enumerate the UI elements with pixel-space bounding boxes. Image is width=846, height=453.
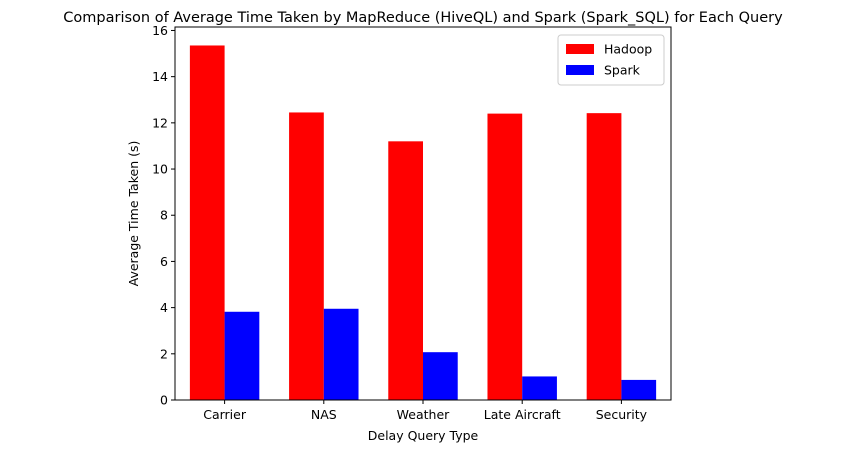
x-tick-label: Security bbox=[596, 407, 648, 422]
bar-spark-late-aircraft bbox=[522, 376, 557, 400]
bar-hadoop-carrier bbox=[189, 45, 225, 401]
y-tick-label: 2 bbox=[160, 346, 168, 361]
x-axis: Carrier NAS Weather Late Aircraft Security bbox=[203, 400, 648, 422]
x-tick-label: Weather bbox=[397, 407, 450, 422]
x-axis-label: Delay Query Type bbox=[368, 428, 479, 443]
x-tick-label: Late Aircraft bbox=[484, 407, 561, 422]
y-tick-label: 0 bbox=[160, 393, 168, 408]
y-tick-label: 4 bbox=[160, 300, 168, 315]
y-tick-label: 8 bbox=[160, 208, 168, 223]
y-axis-label: Average Time Taken (s) bbox=[126, 141, 141, 287]
legend-label-spark: Spark bbox=[604, 63, 641, 78]
bar-spark-weather bbox=[423, 352, 458, 400]
y-tick-label: 6 bbox=[160, 254, 168, 269]
y-tick-label: 16 bbox=[152, 23, 168, 38]
chart-title: Comparison of Average Time Taken by MapR… bbox=[63, 10, 783, 26]
bar-spark-nas bbox=[323, 308, 359, 400]
y-axis: 0 2 4 6 8 10 12 14 16 bbox=[152, 23, 175, 408]
y-tick-label: 10 bbox=[152, 162, 168, 177]
bar-hadoop-security bbox=[586, 113, 622, 401]
y-tick-label: 14 bbox=[152, 69, 168, 84]
legend: Hadoop Spark bbox=[557, 34, 665, 86]
legend-swatch-hadoop bbox=[566, 44, 594, 54]
plot-frame bbox=[174, 26, 672, 401]
x-tick-label: Carrier bbox=[203, 407, 247, 422]
bar-spark-carrier bbox=[224, 311, 260, 400]
bars-group bbox=[189, 45, 657, 401]
bar-spark-security bbox=[621, 379, 657, 400]
bar-hadoop-late-aircraft bbox=[487, 113, 523, 400]
x-tick-label: NAS bbox=[311, 407, 337, 422]
legend-swatch-spark bbox=[566, 65, 594, 75]
y-tick-label: 12 bbox=[152, 115, 168, 130]
legend-label-hadoop: Hadoop bbox=[604, 42, 652, 57]
bar-hadoop-nas bbox=[289, 112, 324, 400]
bar-hadoop-weather bbox=[388, 141, 423, 400]
